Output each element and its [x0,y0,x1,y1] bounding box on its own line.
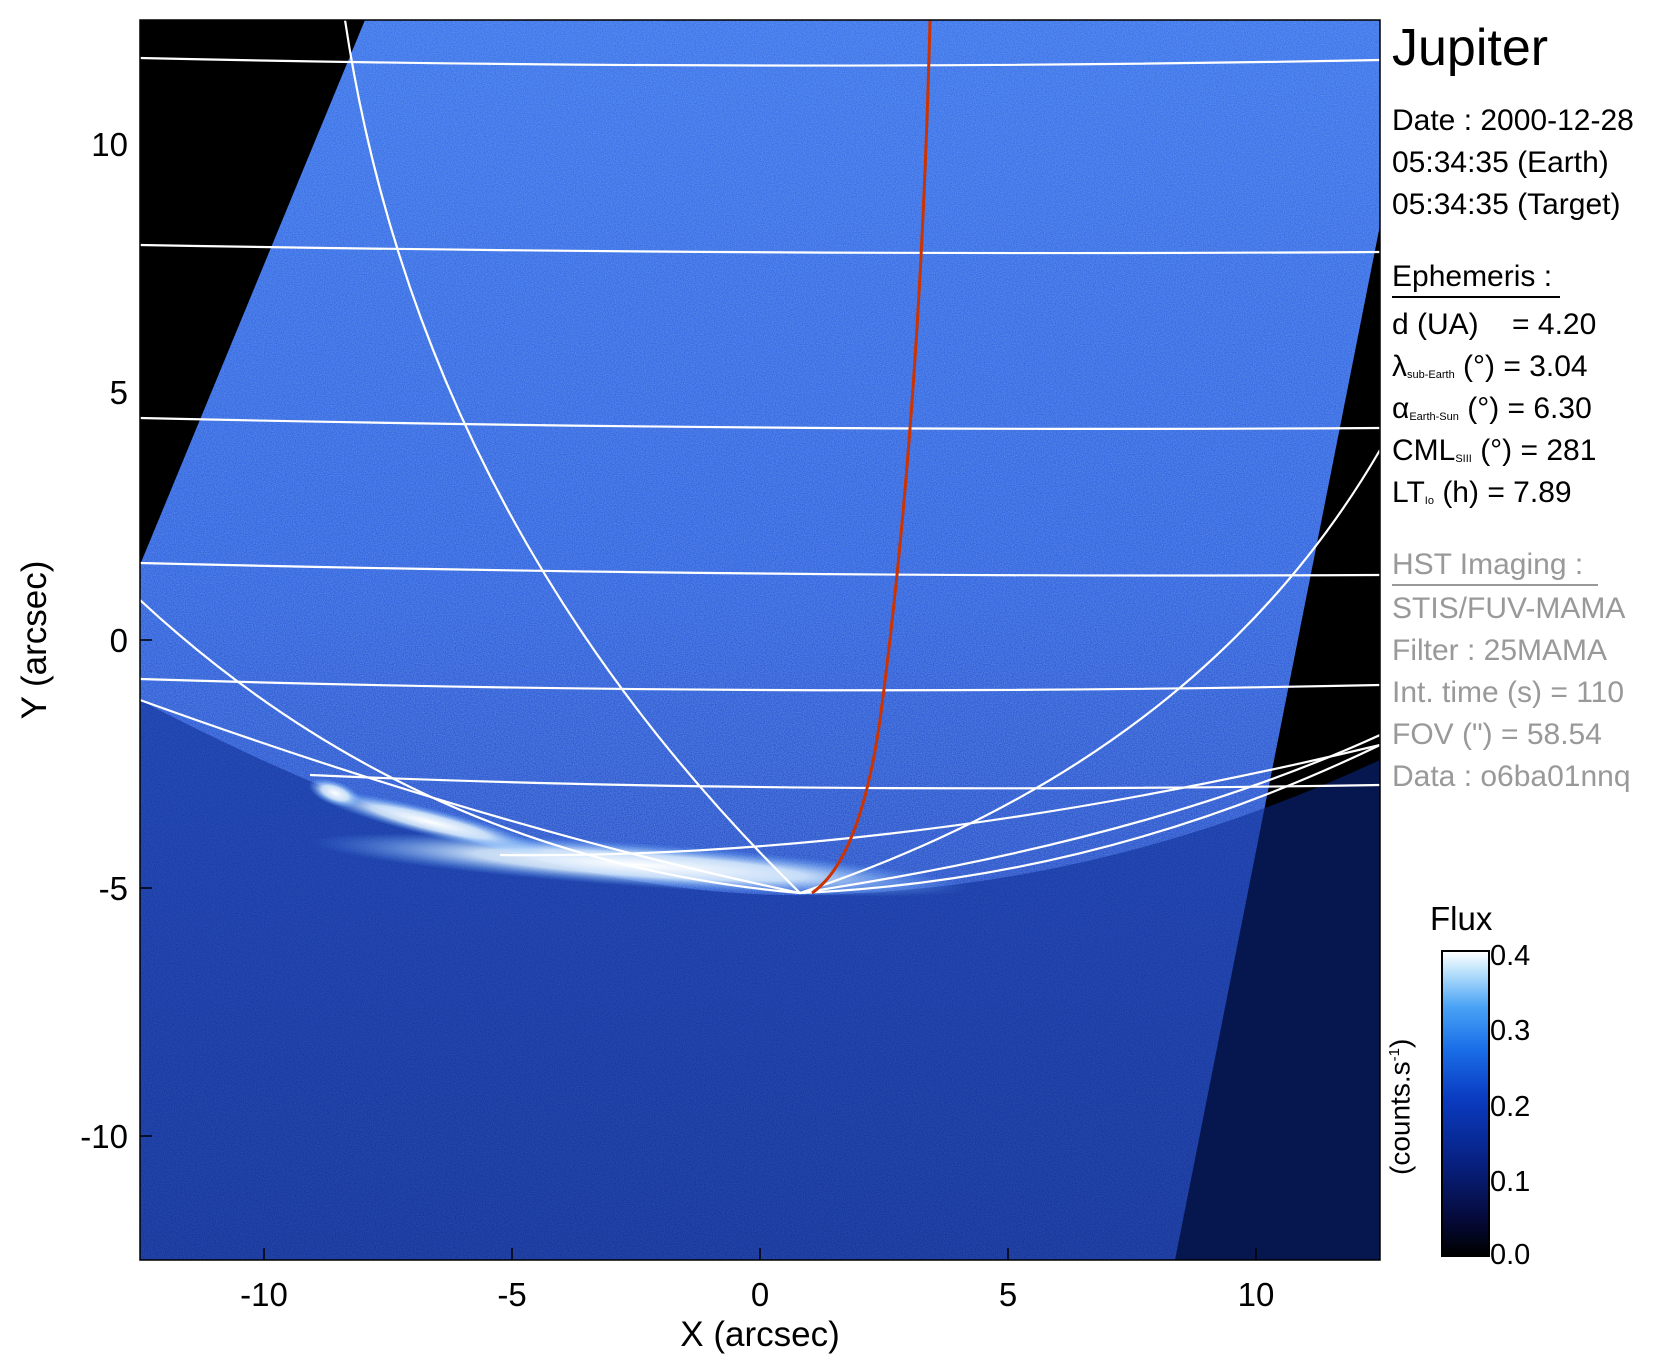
y-tick-marks [140,143,152,1137]
main-auroral-emission [310,833,970,897]
y-tick-label: 5 [110,374,128,411]
latitude-grid [140,56,1380,895]
hst-instrument: STIS/FUV-MAMA [1392,592,1626,625]
y-tick-label: -5 [99,870,128,907]
hst-fov: FOV (") = 58.54 [1392,718,1602,751]
x-tick-label: -5 [497,1276,526,1313]
y-axis-title: Y (arcsec) [15,561,54,720]
ephemeris-io-local-time: LTIo (h) = 7.89 [1392,474,1572,520]
lambda-subscript: sub-Earth [1407,369,1455,381]
y-tick-label: 10 [91,126,128,163]
io-footprint-line [811,20,932,895]
colorbar-tick-label: 0.2 [1490,1091,1531,1123]
longitude-grid [140,20,1380,895]
colorbar-unit-exponent: -1 [1386,1048,1403,1062]
colorbar-tick-label: 0.3 [1490,1015,1531,1047]
hst-rule [1392,584,1598,586]
ephemeris-cml: CMLSIII (°) = 281 [1392,432,1596,478]
alpha-subscript: Earth-Sun [1409,411,1459,423]
lambda-symbol: λ [1392,350,1407,383]
ephemeris-sub-earth-latitude: λsub-Earth (°) = 3.04 [1392,348,1588,394]
alpha-value: (°) = 6.30 [1458,392,1592,425]
hst-filter: Filter : 25MAMA [1392,634,1608,667]
date-line: Date : 2000-12-28 [1392,104,1634,137]
y-tick-label: 0 [110,622,128,659]
x-tick-label: -10 [240,1276,288,1313]
cml-subscript: SIII [1455,453,1472,465]
auroral-arc-west [313,789,547,855]
colorbar-tick-label: 0.0 [1490,1239,1531,1271]
hst-data-id: Data : o6ba01nnq [1392,760,1631,793]
colorbar-title: Flux [1430,900,1493,937]
colorbar-tick-label: 0.1 [1490,1166,1531,1198]
x-tick-marks [263,1248,1257,1260]
y-tick-label: -10 [80,1118,128,1155]
colorbar-tick-label: 0.4 [1490,940,1531,972]
lt-value: (h) = 7.89 [1433,476,1572,509]
ephemeris-distance: d (UA) = 4.20 [1392,306,1596,344]
planet-title: Jupiter [1392,19,1549,77]
lambda-value: (°) = 3.04 [1454,350,1588,383]
target-time: 05:34:35 (Target) [1392,188,1621,221]
earth-time: 05:34:35 (Earth) [1392,146,1609,179]
ephemeris-rule [1392,296,1560,298]
x-tick-label: 10 [1238,1276,1275,1313]
auroral-arc-tip [308,778,362,808]
colorbar-unit: (counts.s-1) [1380,1039,1415,1175]
lt-subscript: Io [1424,495,1434,507]
x-axis-title: X (arcsec) [680,1315,839,1354]
cml-label: CML [1392,434,1456,467]
cml-value: (°) = 281 [1471,434,1597,467]
hst-heading: HST Imaging : [1392,548,1584,581]
distance-label: d (UA) [1392,308,1479,341]
lt-label: LT [1392,476,1425,509]
hst-int-time: Int. time (s) = 110 [1392,676,1625,709]
x-tick-label: 0 [751,1276,769,1313]
colorbar-unit-close: ) [1384,1038,1416,1049]
colorbar-unit-text: (counts.s [1384,1061,1416,1175]
ephemeris-heading: Ephemeris : [1392,260,1553,293]
alpha-symbol: α [1392,392,1410,425]
colorbar [1441,950,1490,1257]
distance-value: = 4.20 [1512,308,1597,341]
ephemeris-phase-angle: αEarth-Sun (°) = 6.30 [1392,390,1592,436]
x-tick-label: 5 [999,1276,1017,1313]
